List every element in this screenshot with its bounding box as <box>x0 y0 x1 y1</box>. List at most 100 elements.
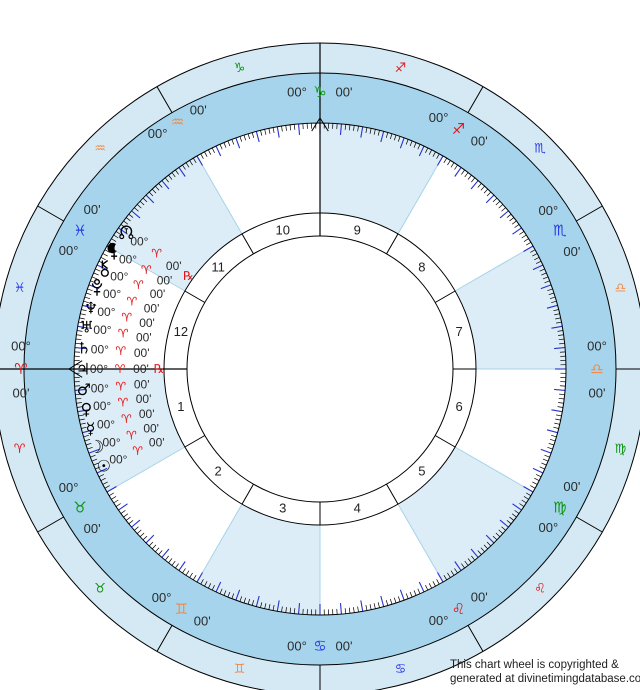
planet-degree-lilith: 00° <box>119 253 137 267</box>
sign-minute-aquarius: 00' <box>190 103 207 118</box>
sign-glyph-outer-libra: ♎ <box>615 281 627 296</box>
house-wedge-5 <box>398 447 534 583</box>
sign-minute-pisces: 00' <box>84 202 101 217</box>
planet-retrograde-jupiter: ℞ <box>154 362 165 376</box>
house-ring-inner <box>186 235 454 503</box>
planet-glyph-jupiter: ♃ <box>76 360 90 379</box>
sign-degree-sagittarius: 00° <box>429 110 449 125</box>
planet-minute-chiron: 00' <box>150 287 166 301</box>
planet-glyph-uranus: ♅ <box>80 318 94 337</box>
planet-minute-jupiter: 00' <box>133 362 149 376</box>
planet-degree-north-node: 00° <box>130 235 148 249</box>
sign-glyph-band-aries: ♈ <box>14 360 27 378</box>
midheaven-arrowhead <box>311 117 321 132</box>
planet-sign-neptune: ♈ <box>121 311 132 325</box>
house-number-4: 4 <box>354 501 361 516</box>
planet-glyph-pluto <box>91 278 103 296</box>
planet-minute-saturn: 00' <box>134 346 150 360</box>
planet-degree-jupiter: 00° <box>90 362 108 376</box>
sign-glyph-band-sagittarius: ♐ <box>452 120 465 138</box>
planet-degree-moon: 00° <box>102 435 120 449</box>
planet-glyph-lilith <box>107 242 118 260</box>
planet-glyph-mercury: ☿ <box>86 419 96 438</box>
house-number-5: 5 <box>418 463 425 478</box>
house-number-10: 10 <box>275 222 289 237</box>
sign-minute-leo: 00' <box>471 589 488 604</box>
house-number-2: 2 <box>215 463 222 478</box>
planet-glyph-mars: ♂ <box>77 380 91 399</box>
planet-minute-pluto: 00' <box>144 301 160 315</box>
sign-glyph-outer-gemini: ♊ <box>234 662 246 677</box>
planet-sign-saturn: ♈ <box>115 344 126 358</box>
sign-minute-cancer: 00' <box>336 639 353 654</box>
copyright-note: This chart wheel is copyrighted & genera… <box>450 658 640 686</box>
planet-minute-uranus: 00' <box>136 330 152 344</box>
sign-boundary-lines <box>0 43 640 690</box>
ascendant-arrowhead <box>68 360 83 370</box>
sign-degree-libra: 00° <box>587 339 607 354</box>
sign-glyph-outer-aries: ♈ <box>14 442 26 457</box>
planet-sign-uranus: ♈ <box>118 327 129 341</box>
house-number-3: 3 <box>279 501 286 516</box>
planet-minute-mercury: 00' <box>139 407 155 421</box>
sign-minute-scorpio: 00' <box>563 244 580 259</box>
planet-glyph-chiron <box>100 260 109 277</box>
sign-glyph-band-gemini: ♊ <box>175 600 188 618</box>
ascendant-arrowhead <box>68 368 83 378</box>
planet-minute-sun: 00' <box>149 435 165 449</box>
planet-sign-jupiter: ♈ <box>115 362 126 376</box>
sign-glyph-band-taurus: ♉ <box>73 499 86 517</box>
sign-glyph-band-libra: ♎ <box>590 360 603 378</box>
planet-minute-lilith: 00' <box>157 273 173 287</box>
planet-sign-pluto: ♈ <box>126 294 137 308</box>
sign-glyph-band-leo: ♌ <box>452 600 465 618</box>
planet-degree-sun: 00° <box>109 453 127 467</box>
sign-minute-libra: 00' <box>589 386 606 401</box>
planet-glyph-neptune: ♆ <box>84 299 98 318</box>
planet-glyph-north-node <box>119 225 134 240</box>
sign-glyph-band-aquarius: ♒ <box>171 113 184 131</box>
planets: 00°♈00'℞00°♈00'00°♈00'00°♈00'♆ 00° ♈ 00'♅ 00… <box>76 225 194 476</box>
house-number-11: 11 <box>211 260 225 275</box>
sign-degree-aquarius: 00° <box>148 126 168 141</box>
sign-glyph-outer-sagittarius: ♐ <box>395 61 407 76</box>
degree-ticks <box>74 123 566 615</box>
house-number-8: 8 <box>418 260 425 275</box>
sign-glyph-outer-cancer: ♋ <box>395 662 407 677</box>
sign-glyph-outer-leo: ♌ <box>534 581 546 596</box>
planet-degree-neptune: 00° <box>97 305 115 319</box>
planet-minute-moon: 00' <box>143 421 159 435</box>
sign-minute-gemini: 00' <box>194 613 211 628</box>
house-number-12: 12 <box>174 324 188 339</box>
sign-glyph-band-cancer: ♋ <box>313 637 326 655</box>
sign-minute-taurus: 00' <box>84 521 101 536</box>
planet-sign-moon: ♈ <box>126 428 137 442</box>
planet-degree-chiron: 00° <box>110 269 128 283</box>
copyright-line-1: This chart wheel is copyrighted & <box>450 659 619 671</box>
planet-degree-mercury: 00° <box>97 417 115 431</box>
planet-minute-north-node: 00' <box>166 259 182 273</box>
planet-sign-sun: ♈ <box>132 444 143 458</box>
planet-glyph-moon: ☽ <box>88 437 104 458</box>
house-wedges <box>74 123 566 615</box>
planet-sign-venus: ♈ <box>117 396 128 410</box>
planet-sign-mercury: ♈ <box>121 412 132 426</box>
planet-degree-saturn: 00° <box>91 342 109 356</box>
sign-glyph-outer-capricorn: ♑ <box>234 61 246 76</box>
planet-glyph-venus: ♀ <box>81 399 93 418</box>
midheaven-arrowhead <box>319 117 329 132</box>
chart-axes <box>0 43 329 378</box>
sign-degree-cancer: 00° <box>287 639 307 654</box>
house-wedge-9 <box>320 123 443 234</box>
sign-degree-pisces: 00° <box>59 243 79 258</box>
planet-glyph-sun: ☉ <box>97 457 111 476</box>
planet-sign-north-node: ♈ <box>151 247 162 261</box>
planet-minute-mars: 00' <box>134 378 150 392</box>
house-wedge-7 <box>455 246 566 369</box>
sign-degree-scorpio: 00° <box>539 203 559 218</box>
sign-glyph-band-scorpio: ♏ <box>553 222 567 240</box>
sign-glyph-outer-scorpio: ♏ <box>534 142 546 157</box>
